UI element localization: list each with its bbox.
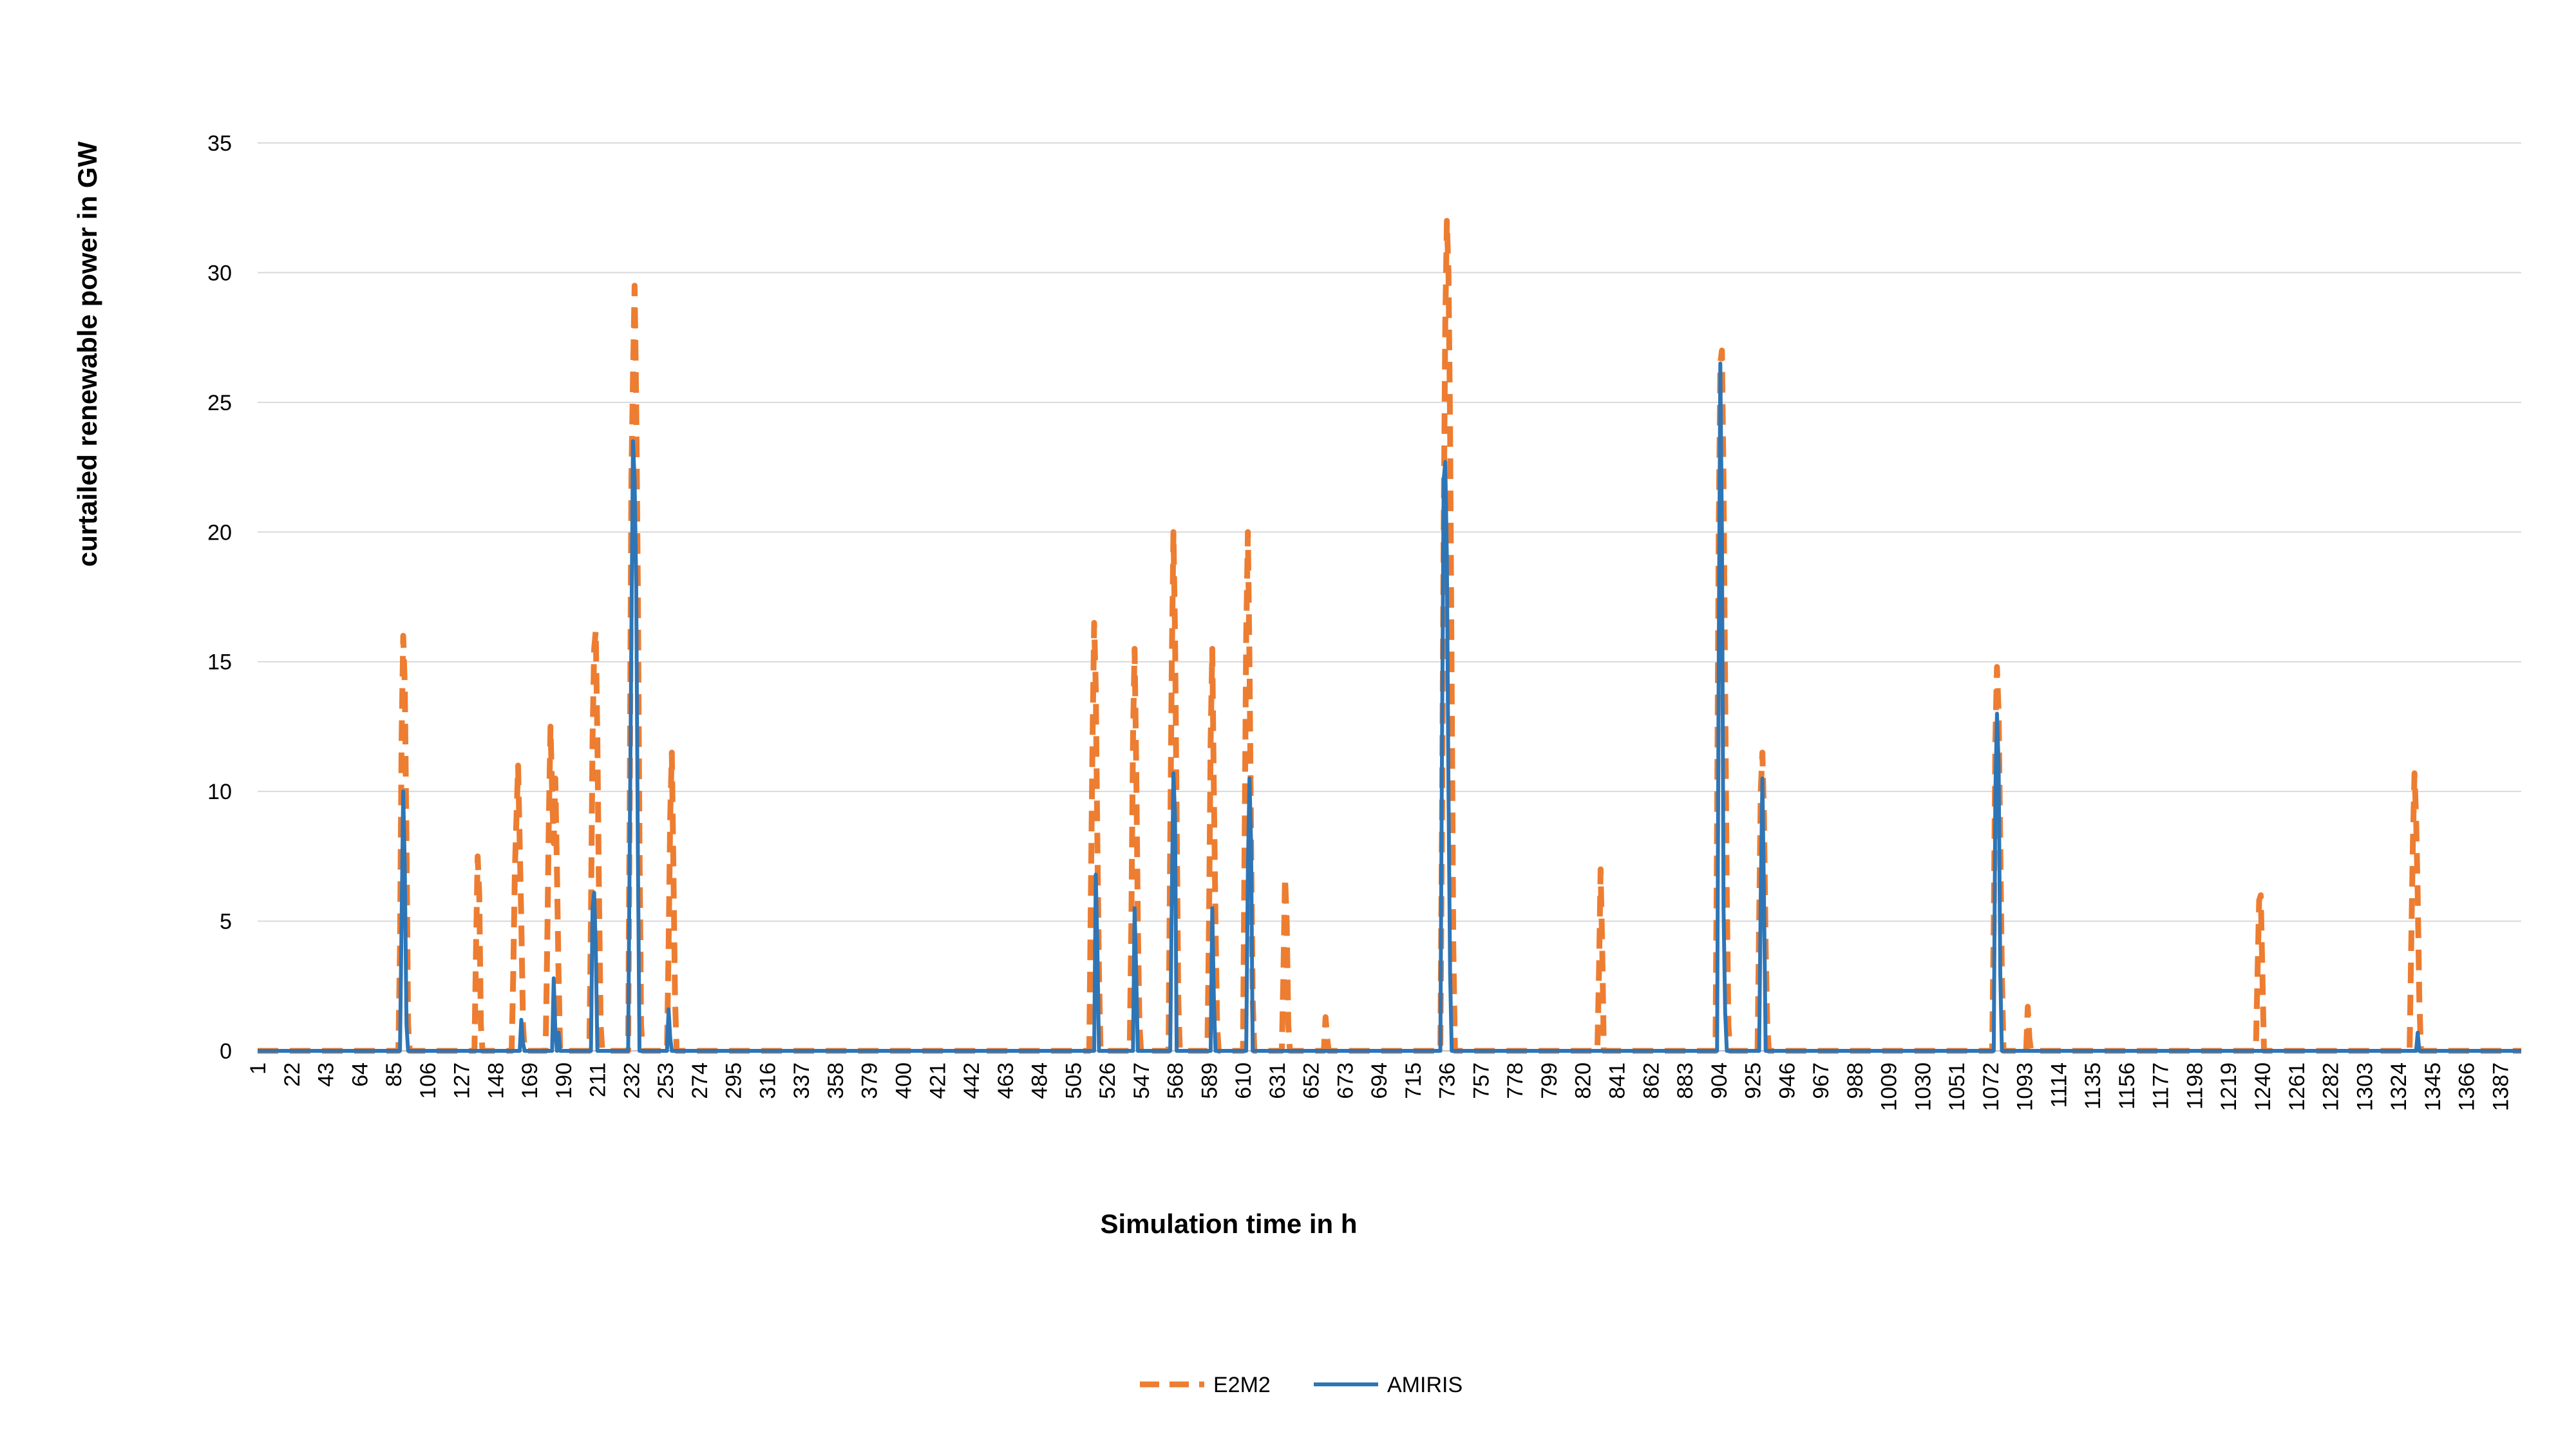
x-tick-label: 442 <box>960 1062 984 1099</box>
x-tick-label: 820 <box>1571 1062 1596 1099</box>
x-tick-label: 778 <box>1503 1062 1528 1099</box>
x-tick-label: 1009 <box>1877 1062 1902 1111</box>
x-tick-label: 484 <box>1028 1062 1052 1099</box>
legend-label-amiris: AMIRIS <box>1387 1373 1463 1397</box>
x-tick-label: 694 <box>1367 1062 1392 1099</box>
series-line-e2m2 <box>258 218 2521 1054</box>
x-axis-ticks: 1 22 43 64 85 106 127 148 169 190 211 232 253 274 295 3… <box>246 1062 2513 1111</box>
x-tick-label: 1051 <box>1945 1062 1969 1111</box>
x-tick-label: 1114 <box>2047 1062 2071 1108</box>
x-tick-label: 505 <box>1061 1062 1086 1099</box>
x-tick-label: 1261 <box>2285 1062 2309 1111</box>
x-tick-label: 295 <box>722 1062 746 1099</box>
x-tick-label: 169 <box>518 1062 542 1099</box>
x-tick-label: 652 <box>1300 1062 1324 1099</box>
x-tick-label: 1093 <box>2013 1062 2038 1111</box>
x-tick-label: 1072 <box>1979 1062 2003 1111</box>
x-tick-label: 127 <box>450 1062 475 1099</box>
y-tick-label: 25 <box>207 391 232 415</box>
x-tick-label: 547 <box>1130 1062 1154 1099</box>
x-tick-label: 610 <box>1231 1062 1256 1099</box>
x-tick-label: 1177 <box>2149 1062 2174 1109</box>
x-tick-label: 43 <box>314 1062 339 1087</box>
x-tick-label: 421 <box>925 1062 950 1099</box>
y-tick-label: 0 <box>220 1039 232 1064</box>
x-tick-label: 1324 <box>2387 1062 2411 1111</box>
y-tick-label: 15 <box>207 650 232 675</box>
x-tick-label: 589 <box>1197 1062 1222 1099</box>
x-tick-label: 1 <box>246 1062 270 1075</box>
x-tick-label: 1282 <box>2319 1062 2344 1111</box>
x-tick-label: 64 <box>348 1062 372 1087</box>
x-tick-label: 1387 <box>2488 1062 2513 1111</box>
x-tick-label: 1135 <box>2081 1062 2105 1109</box>
x-tick-label: 85 <box>382 1062 406 1087</box>
x-tick-label: 967 <box>1809 1062 1833 1099</box>
y-tick-label: 5 <box>220 910 232 934</box>
x-tick-label: 358 <box>824 1062 848 1099</box>
y-tick-label: 10 <box>207 780 232 804</box>
x-tick-label: 106 <box>416 1062 440 1099</box>
x-tick-label: 946 <box>1775 1062 1799 1099</box>
x-tick-label: 253 <box>654 1062 678 1099</box>
x-tick-label: 988 <box>1843 1062 1868 1099</box>
x-tick-label: 883 <box>1673 1062 1698 1099</box>
x-tick-label: 1345 <box>2421 1062 2445 1111</box>
x-tick-label: 211 <box>586 1062 611 1097</box>
x-tick-label: 274 <box>688 1062 712 1099</box>
x-tick-label: 379 <box>858 1062 882 1099</box>
series-line-amiris <box>258 361 2521 1053</box>
x-tick-label: 337 <box>790 1062 814 1099</box>
x-tick-label: 799 <box>1537 1062 1562 1099</box>
x-tick-label: 1198 <box>2183 1062 2207 1109</box>
legend-label-e2m2: E2M2 <box>1213 1373 1271 1397</box>
x-tick-label: 400 <box>891 1062 916 1099</box>
x-tick-label: 736 <box>1435 1062 1460 1099</box>
x-tick-label: 22 <box>280 1062 305 1087</box>
series-layer <box>258 218 2521 1054</box>
x-tick-label: 841 <box>1605 1062 1630 1099</box>
y-tick-label: 30 <box>207 261 232 285</box>
x-tick-label: 631 <box>1265 1062 1290 1099</box>
x-tick-label: 316 <box>755 1062 780 1099</box>
x-tick-label: 190 <box>552 1062 576 1099</box>
y-axis-ticks: 0 5 10 15 20 25 30 35 <box>207 131 232 1064</box>
x-tick-label: 1240 <box>2251 1062 2275 1111</box>
x-tick-label: 925 <box>1741 1062 1766 1099</box>
x-tick-label: 715 <box>1401 1062 1426 1099</box>
x-tick-label: 1030 <box>1911 1062 1935 1111</box>
x-tick-label: 1303 <box>2353 1062 2377 1111</box>
y-tick-label: 35 <box>207 131 232 156</box>
x-tick-label: 463 <box>994 1062 1018 1099</box>
x-tick-label: 568 <box>1164 1062 1188 1099</box>
y-tick-label: 20 <box>207 520 232 545</box>
x-tick-label: 862 <box>1639 1062 1663 1099</box>
x-tick-label: 757 <box>1469 1062 1493 1099</box>
x-tick-label: 1366 <box>2455 1062 2479 1111</box>
legend: E2M2 AMIRIS <box>1140 1373 1463 1397</box>
legend-item-e2m2: E2M2 <box>1140 1373 1271 1397</box>
x-tick-label: 232 <box>620 1062 644 1099</box>
y-axis-title: curtailed renewable power in GW <box>72 141 102 567</box>
x-tick-label: 1219 <box>2217 1062 2241 1111</box>
x-tick-label: 904 <box>1707 1062 1732 1099</box>
x-tick-label: 148 <box>484 1062 508 1099</box>
x-axis-title: Simulation time in h <box>1100 1209 1357 1239</box>
legend-item-amiris: AMIRIS <box>1314 1373 1463 1397</box>
x-tick-label: 673 <box>1333 1062 1358 1099</box>
x-tick-label: 1156 <box>2115 1062 2139 1109</box>
x-tick-label: 526 <box>1095 1062 1120 1099</box>
